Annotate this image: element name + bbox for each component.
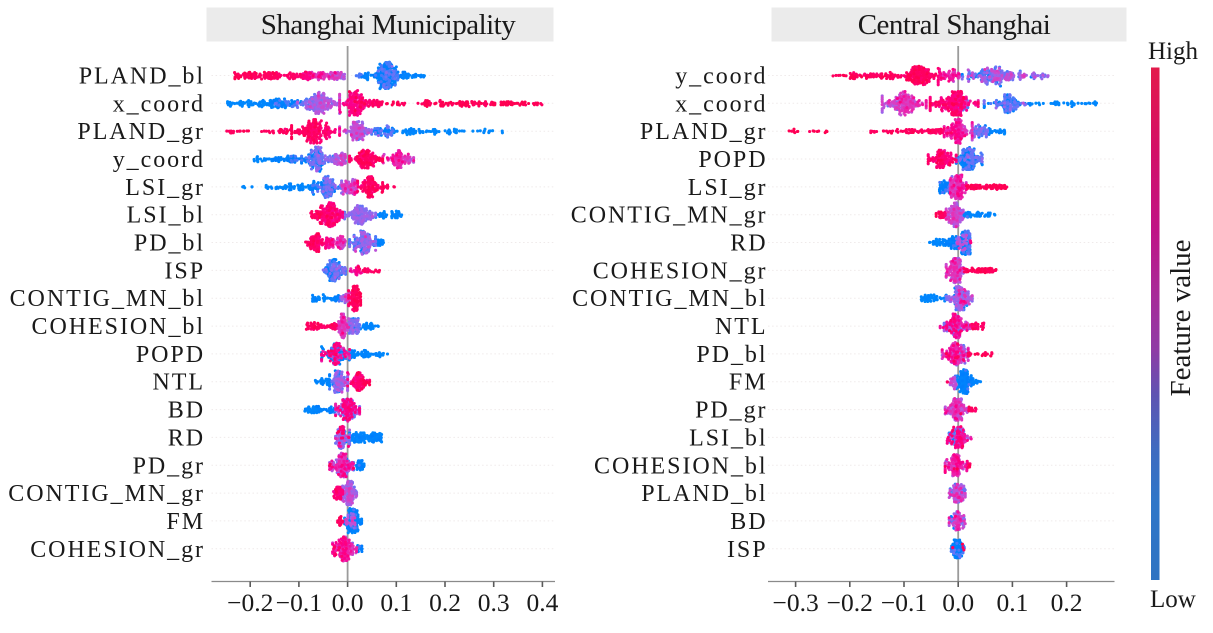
svg-text:Central Shanghai: Central Shanghai [858,9,1051,41]
svg-text:Shanghai Municipality: Shanghai Municipality [261,9,516,41]
